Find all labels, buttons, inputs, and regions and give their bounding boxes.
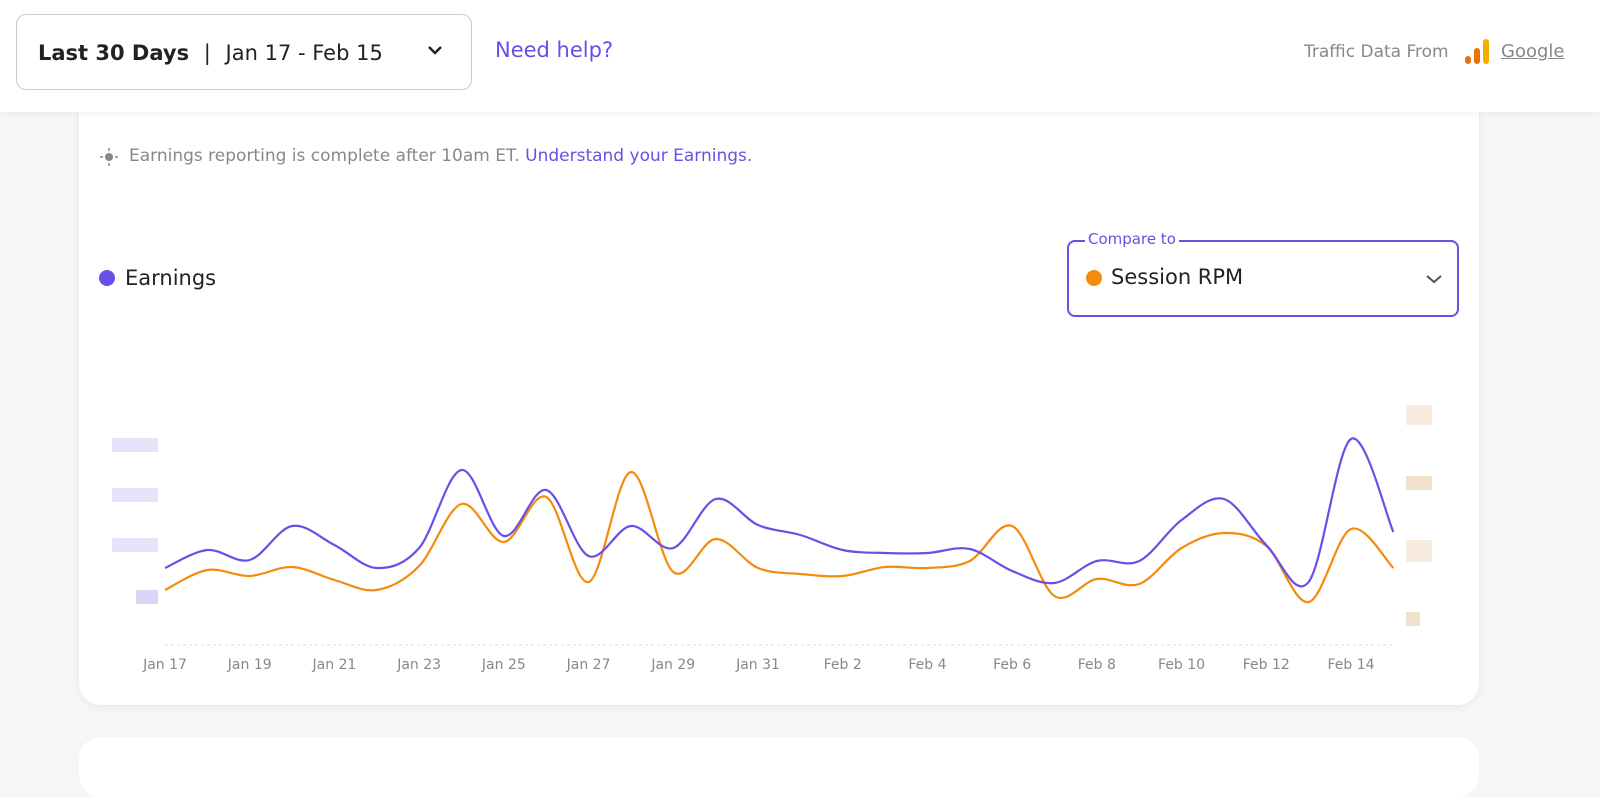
notice-text: Earnings reporting is complete after 10a… <box>129 146 520 166</box>
header <box>0 0 1600 112</box>
traffic-label: Traffic Data From <box>1304 42 1449 62</box>
legend-label: Earnings <box>125 266 217 290</box>
analytics-icon <box>1465 39 1489 64</box>
page: Last 30 Days | Jan 17 - Feb 15 Need help… <box>0 0 1600 705</box>
x-tick-label: Jan 21 <box>311 657 356 673</box>
compare-label: Compare to <box>1085 230 1179 248</box>
x-tick-label: Feb 12 <box>1243 657 1290 673</box>
date-range: Jan 17 - Feb 15 <box>225 41 383 65</box>
x-tick-label: Jan 23 <box>396 657 441 673</box>
sun-icon <box>100 148 118 166</box>
x-tick-label: Jan 27 <box>566 657 611 673</box>
blurred-axis <box>112 405 1432 626</box>
date-selector[interactable]: Last 30 Days | Jan 17 - Feb 15 <box>16 14 472 90</box>
chart: Jan 17 Jan 19 Jan 21 Jan 23 Jan 25 Jan 27 Jan … <box>112 405 1432 673</box>
google-link[interactable]: Google <box>1501 41 1565 62</box>
series-line <box>164 437 1395 588</box>
chevron <box>428 46 442 55</box>
notice: Earnings reporting is complete after 10a… <box>129 146 752 166</box>
chevron <box>1426 275 1442 284</box>
x-tick-label: Jan 29 <box>650 657 695 673</box>
range-label: Last 30 Days <box>38 41 190 65</box>
help-link[interactable]: Need help? <box>495 38 614 62</box>
legend-label: Session RPM <box>1111 265 1244 289</box>
x-tick-label: Feb 8 <box>1078 657 1116 673</box>
compare-select[interactable]: Compare to Session RPM <box>1067 230 1459 317</box>
notice-link[interactable]: Understand your Earnings. <box>525 146 753 166</box>
x-tick-label: Jan 25 <box>481 657 526 673</box>
x-tick-label: Feb 6 <box>993 657 1031 673</box>
x-tick-label: Feb 4 <box>908 657 946 673</box>
x-tick-label: Feb 14 <box>1327 657 1374 673</box>
x-tick-label: Jan 19 <box>227 657 272 673</box>
legend-dot <box>1086 270 1102 286</box>
x-tick-label: Jan 31 <box>735 657 780 673</box>
legend-dot <box>99 270 115 286</box>
x-tick-label: Feb 10 <box>1158 657 1205 673</box>
separator: | <box>203 41 211 65</box>
x-tick-label: Feb 2 <box>824 657 862 673</box>
x-tick-label: Jan 17 <box>142 657 187 673</box>
earnings-card <box>79 90 1479 705</box>
series-line <box>164 470 1395 604</box>
